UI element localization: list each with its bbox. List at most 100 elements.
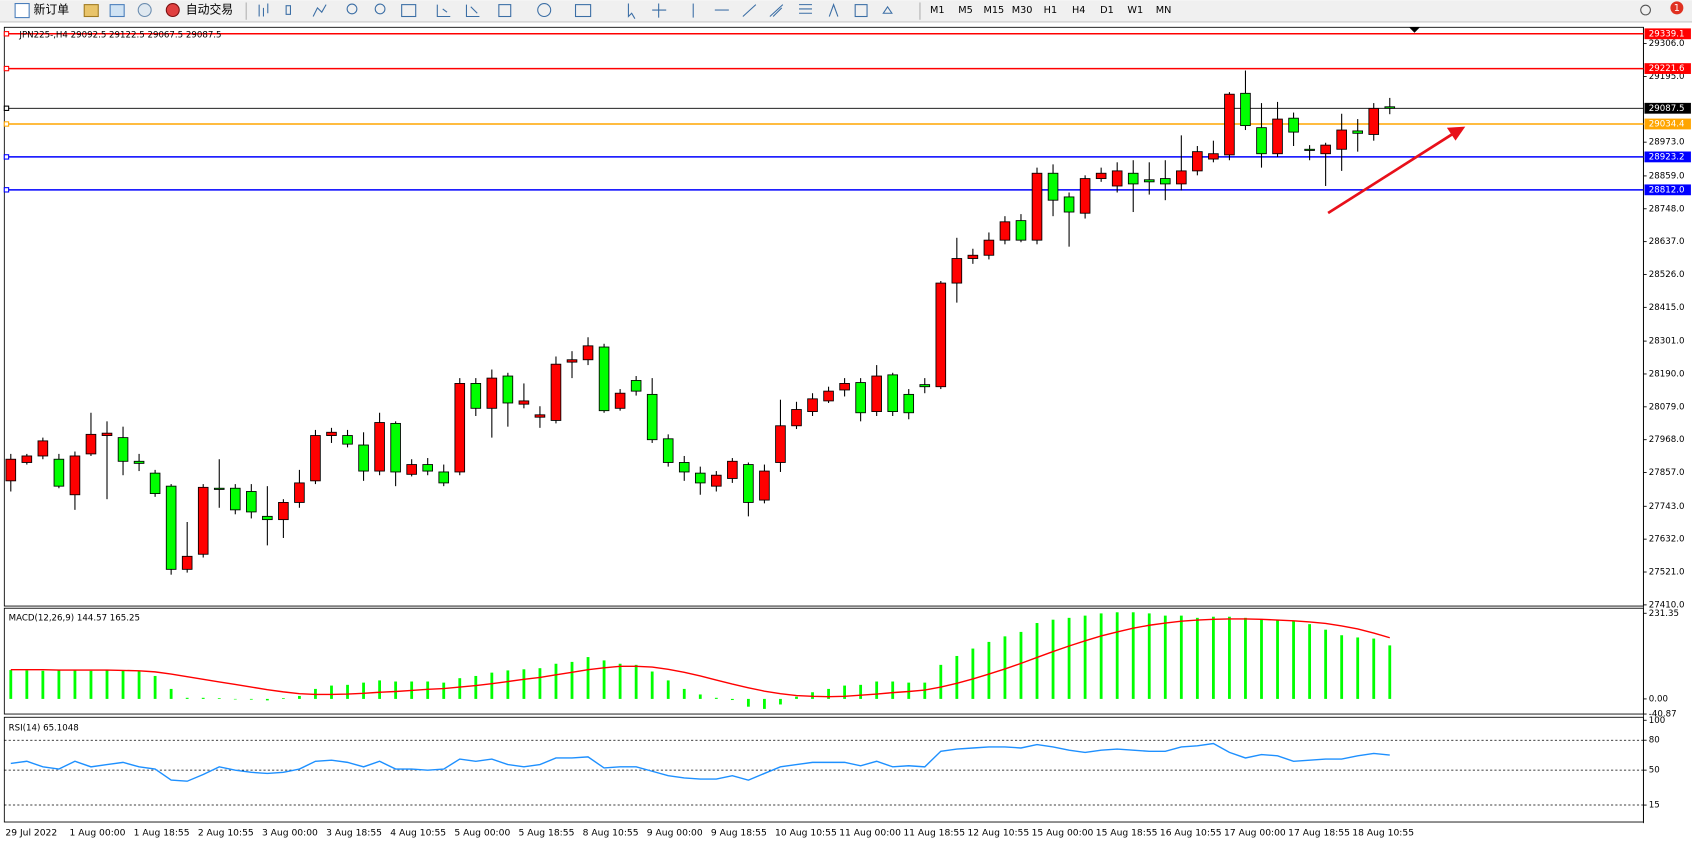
macd-bar (378, 680, 381, 699)
timeframe-button[interactable]: H4 (1072, 5, 1085, 16)
template-tool[interactable] (574, 4, 592, 18)
candle-body (1224, 93, 1235, 156)
level-label: 29221.6 (1649, 64, 1685, 74)
timeframe-button[interactable]: W1 (1127, 5, 1143, 16)
y-tick-label: 28301.0 (1649, 337, 1685, 347)
timeframe-button[interactable]: M30 (1012, 5, 1033, 16)
line-chart-tool[interactable] (312, 4, 327, 17)
candle-body (470, 383, 482, 409)
timeframe-button[interactable]: M5 (958, 5, 973, 16)
candle-body (406, 464, 417, 475)
trendline-tool[interactable] (742, 4, 757, 17)
macd-bar (779, 698, 782, 705)
level-label: 28923.2 (1649, 152, 1685, 162)
candle-body (229, 487, 241, 511)
y-tick-label: 80 (1649, 736, 1660, 746)
y-tick-label: 29195.0 (1649, 72, 1685, 82)
text-tool[interactable] (828, 3, 839, 17)
macd-bar (185, 697, 189, 699)
candle-body (117, 437, 129, 462)
auto-trading-icon[interactable] (165, 3, 180, 18)
tile-tool[interactable] (401, 4, 417, 18)
fibo-tool[interactable] (799, 4, 812, 14)
macd-bar (875, 681, 879, 699)
level-handle (3, 121, 10, 127)
macd-bar (666, 680, 670, 699)
y-tick-label: 0.00 (1649, 694, 1668, 704)
tool-icon[interactable] (137, 3, 152, 18)
candle-body (678, 462, 690, 473)
macd-bar (1051, 619, 1055, 699)
candle-body (823, 390, 834, 402)
candle-body (903, 393, 915, 414)
macd-bar (474, 675, 478, 699)
signal-line (10, 618, 1390, 698)
timeframe-button[interactable]: MN (1156, 5, 1172, 16)
macd-bar (57, 670, 61, 699)
y-tick-label: 27632.0 (1649, 535, 1685, 545)
x-tick-label: 1 Aug 00:00 (70, 827, 126, 838)
candle-body (839, 383, 850, 391)
y-tick-label: -40.87 (1649, 710, 1677, 720)
autoscroll-tool[interactable] (436, 4, 451, 18)
cursor-tool[interactable] (627, 3, 636, 19)
macd-bar (394, 681, 398, 699)
macd-bar (25, 670, 29, 699)
y-tick-label: 28079.0 (1649, 402, 1685, 412)
period-tool[interactable] (537, 3, 552, 18)
zoom-in-tool[interactable] (346, 3, 358, 15)
candle-body (1288, 117, 1299, 133)
candle-body (53, 458, 65, 487)
macd-bar (73, 670, 77, 699)
candle-body (759, 470, 770, 501)
y-tick-label: 28190.0 (1649, 369, 1685, 379)
search-icon[interactable] (1640, 4, 1651, 16)
tool-icon[interactable] (83, 4, 99, 18)
macd-bar (746, 698, 750, 707)
macd-bar (843, 685, 846, 699)
candle-body (582, 345, 594, 361)
macd-bar (634, 664, 638, 699)
candle-body (967, 254, 979, 259)
candle-body (1272, 118, 1283, 155)
zoom-out-tool[interactable] (374, 3, 386, 15)
candle-body (1031, 172, 1043, 241)
macd-bar (1292, 620, 1295, 699)
x-tick-label: 17 Aug 00:00 (1224, 827, 1286, 838)
auto-trading-button[interactable]: 自动交易 (186, 3, 233, 17)
macd-bar (1211, 616, 1215, 699)
candle-body (855, 382, 866, 414)
bar-chart-tool[interactable] (258, 3, 269, 17)
timeframe-button[interactable]: H1 (1044, 5, 1057, 16)
timeframe-button[interactable]: D1 (1100, 5, 1114, 16)
candle-body (278, 502, 289, 521)
shift-tool[interactable] (465, 4, 480, 18)
notification-badge[interactable] (1670, 1, 1684, 15)
level-label-bg (1644, 151, 1691, 163)
crosshair-tool[interactable] (652, 3, 667, 18)
channel-tool[interactable] (769, 4, 784, 17)
macd-bar (458, 678, 462, 699)
macd-bar (201, 697, 205, 699)
macd-bar (955, 655, 959, 699)
new-order-button[interactable]: 新订单 (33, 3, 69, 17)
level-handle (3, 187, 10, 193)
candle-tool[interactable] (285, 5, 291, 15)
candle-body (165, 485, 177, 570)
timeframe-button[interactable]: M15 (983, 5, 1004, 16)
macd-bar (859, 684, 863, 699)
y-tick-label: 27968.0 (1649, 435, 1685, 445)
indicators-tool[interactable] (498, 4, 512, 18)
y-tick-label: 28748.0 (1649, 204, 1685, 214)
macd-bar (1035, 623, 1039, 699)
macd-bar (586, 657, 590, 699)
label-tool[interactable] (854, 4, 868, 18)
chart-title: JPN225-,H4 29092.5 29122.5 29067.5 29087… (18, 30, 221, 40)
timeframe-button[interactable]: M1 (930, 5, 945, 16)
tool-icon[interactable] (109, 4, 125, 18)
new-order-icon[interactable] (14, 3, 30, 19)
candle-body (1208, 153, 1219, 160)
level-label-bg (1644, 28, 1691, 40)
shapes-tool[interactable] (882, 5, 893, 14)
